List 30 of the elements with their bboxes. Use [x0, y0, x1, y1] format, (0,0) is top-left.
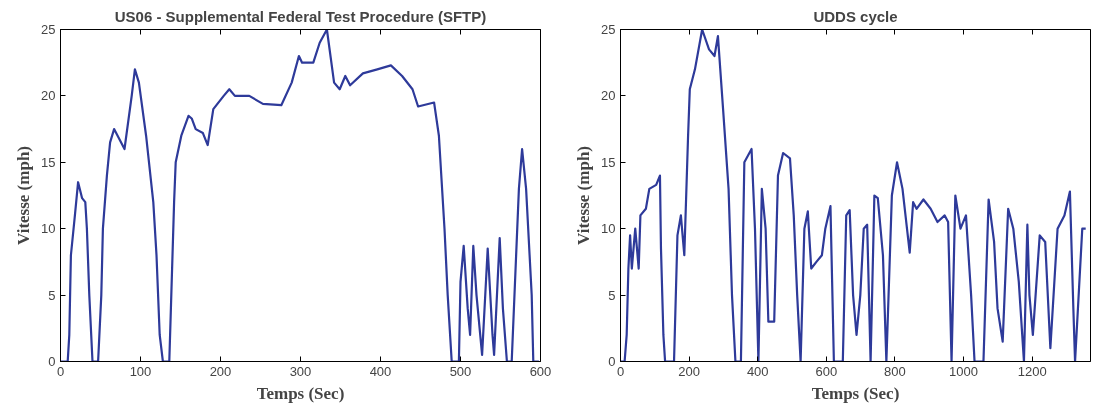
- x-tick-label: 600: [815, 363, 838, 379]
- y-axis-title: Vitesse (mph): [14, 146, 34, 245]
- y-tick-label: 10: [41, 221, 56, 237]
- y-tick-label: 15: [601, 154, 616, 170]
- y-tick-label: 5: [608, 287, 616, 303]
- x-axis-title: Temps (Sec): [811, 383, 900, 403]
- x-tick-label: 200: [678, 363, 700, 379]
- line-series: [60, 29, 540, 362]
- chart-title: US06 - Supplemental Federal Test Procedure (SFTP): [114, 7, 487, 25]
- x-tick-label: 1000: [949, 363, 979, 379]
- x-tick-label: 100: [129, 363, 152, 379]
- x-tick-label: 800: [884, 363, 906, 379]
- chart-title: UDDS cycle: [813, 7, 898, 25]
- y-tick-label: 25: [601, 22, 616, 37]
- x-tick-label: 300: [289, 363, 312, 379]
- x-tick-label: 200: [209, 363, 232, 379]
- y-tick-label: 20: [41, 88, 56, 104]
- y-axis-title: Vitesse (mph): [574, 146, 594, 245]
- y-tick-label: 25: [41, 22, 56, 37]
- y-tick-label: 10: [601, 221, 616, 237]
- x-tick-label: 400: [746, 363, 769, 379]
- x-tick-label: 400: [369, 363, 392, 379]
- line-series: [620, 29, 1087, 362]
- x-tick-label: 600: [529, 363, 552, 379]
- x-axis-title: Temps (Sec): [256, 383, 345, 403]
- y-tick-label: 5: [48, 287, 56, 303]
- x-tick-label: 500: [449, 363, 472, 379]
- x-tick-label: 1200: [1017, 363, 1047, 379]
- y-tick-label: 20: [601, 88, 616, 104]
- y-tick-label: 15: [41, 154, 56, 170]
